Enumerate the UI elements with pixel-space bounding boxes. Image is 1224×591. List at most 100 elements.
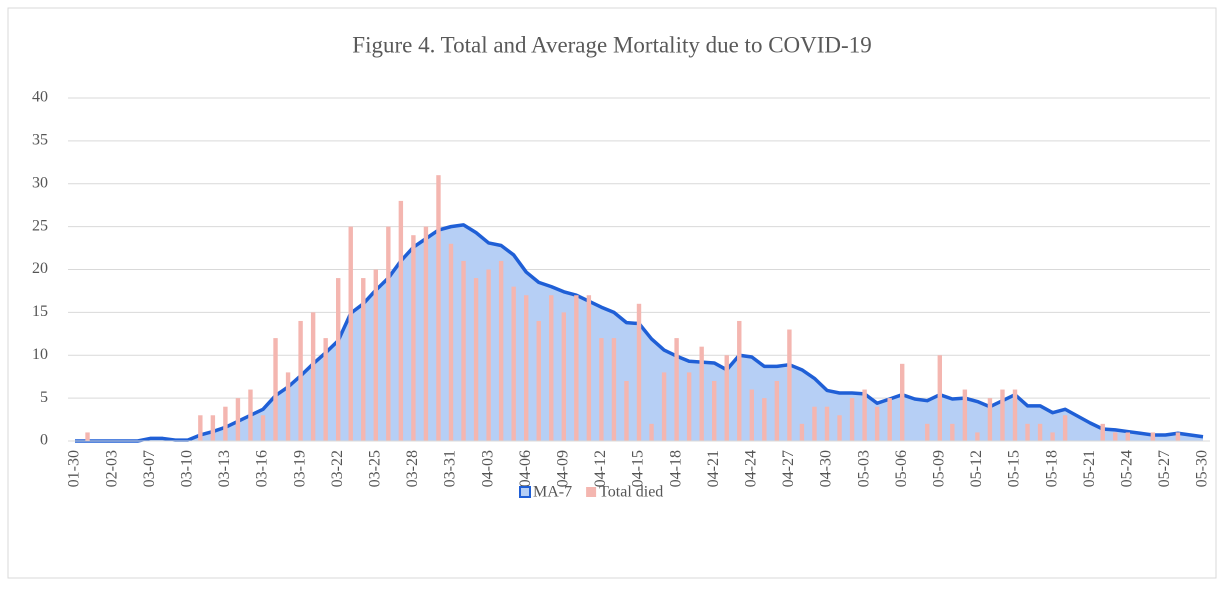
x-tick-label: 01-30 bbox=[66, 450, 83, 487]
x-tick-label: 03-22 bbox=[329, 450, 346, 487]
bar bbox=[1150, 432, 1156, 441]
x-tick-label: 03-13 bbox=[216, 450, 233, 487]
bar bbox=[310, 312, 316, 441]
bar bbox=[887, 398, 892, 441]
x-tick-label: 04-03 bbox=[479, 450, 496, 487]
x-tick-label: 05-15 bbox=[1006, 450, 1023, 487]
bar bbox=[749, 389, 754, 441]
bar bbox=[1125, 432, 1130, 441]
bar bbox=[862, 389, 867, 441]
legend-label: Total died bbox=[599, 484, 663, 501]
bar bbox=[549, 295, 554, 441]
x-tick-label: 03-16 bbox=[254, 450, 271, 487]
bar bbox=[649, 423, 654, 441]
bar bbox=[762, 398, 767, 441]
bar bbox=[1050, 432, 1055, 441]
legend-swatch bbox=[519, 486, 531, 498]
chart-border bbox=[7, 7, 1217, 579]
x-tick-label: 04-30 bbox=[818, 450, 835, 487]
x-tick-label: 04-06 bbox=[517, 450, 534, 487]
bar bbox=[900, 363, 905, 441]
bar bbox=[975, 432, 980, 441]
legend-swatch bbox=[586, 487, 597, 497]
bar bbox=[950, 423, 955, 441]
bar bbox=[1012, 389, 1018, 441]
bar bbox=[1000, 389, 1005, 441]
bar bbox=[248, 389, 253, 441]
bar bbox=[962, 389, 968, 441]
bar bbox=[235, 398, 241, 441]
bar bbox=[536, 320, 541, 441]
bar bbox=[223, 406, 228, 441]
legend: MA-7 Total died bbox=[519, 484, 663, 501]
x-tick-label: 05-09 bbox=[930, 450, 947, 487]
x-tick-label: 05-24 bbox=[1118, 450, 1135, 487]
bar bbox=[336, 278, 341, 441]
chart-title: Figure 4. Total and Average Mortality du… bbox=[352, 32, 871, 57]
bar bbox=[874, 406, 880, 441]
y-tick-label: 10 bbox=[32, 346, 48, 363]
bar bbox=[511, 286, 516, 441]
bar bbox=[1100, 423, 1105, 441]
bar bbox=[448, 243, 454, 441]
bar bbox=[724, 355, 729, 441]
x-tick-label: 05-12 bbox=[968, 450, 985, 487]
bar bbox=[925, 423, 930, 441]
bar bbox=[524, 295, 529, 441]
bar bbox=[323, 338, 328, 441]
axes: 0 5 10 15 20 25 30 35 40 01-30 02-03 03-07 03-10 03-1… bbox=[32, 89, 1211, 488]
x-tick-label: 04-24 bbox=[742, 450, 759, 487]
bar bbox=[386, 226, 391, 441]
x-tick-label: 03-31 bbox=[442, 450, 459, 487]
bar bbox=[1175, 432, 1181, 441]
bar bbox=[1037, 423, 1043, 441]
bar bbox=[712, 380, 717, 441]
bar bbox=[298, 320, 303, 441]
bar bbox=[674, 338, 679, 441]
y-tick-label: 5 bbox=[40, 389, 48, 406]
bar bbox=[260, 415, 266, 441]
bar bbox=[937, 355, 942, 441]
x-tick-label: 05-27 bbox=[1156, 450, 1173, 487]
bar bbox=[561, 312, 566, 441]
bar bbox=[611, 338, 617, 441]
marks bbox=[75, 175, 1204, 443]
y-tick-label: 15 bbox=[32, 303, 48, 320]
x-tick-label: 05-06 bbox=[893, 450, 910, 487]
x-tick-label: 03-07 bbox=[141, 450, 158, 487]
bar bbox=[774, 380, 780, 441]
x-tick-label: 04-21 bbox=[705, 450, 722, 487]
bar bbox=[586, 295, 592, 441]
x-tick-label: 05-03 bbox=[855, 450, 872, 487]
x-tick-label: 02-03 bbox=[103, 450, 120, 487]
bar bbox=[273, 338, 278, 441]
bar bbox=[210, 415, 216, 441]
bar bbox=[787, 329, 792, 441]
x-tick-label: 05-30 bbox=[1194, 450, 1211, 487]
bar bbox=[398, 200, 404, 441]
y-tick-label: 0 bbox=[40, 432, 48, 449]
bar bbox=[824, 406, 830, 441]
bar bbox=[461, 260, 466, 441]
x-tick-label: 03-25 bbox=[366, 450, 383, 487]
bar bbox=[1113, 432, 1118, 441]
bar bbox=[473, 278, 479, 441]
bar bbox=[373, 269, 378, 441]
bar bbox=[1025, 423, 1030, 441]
bar bbox=[498, 260, 504, 441]
bar bbox=[348, 226, 353, 441]
bar bbox=[987, 398, 993, 441]
bar bbox=[661, 372, 667, 441]
bar bbox=[361, 278, 366, 441]
legend-label: MA-7 bbox=[533, 484, 572, 501]
y-tick-label: 30 bbox=[32, 174, 48, 191]
x-tick-label: 04-18 bbox=[667, 450, 684, 487]
bar bbox=[85, 432, 90, 441]
x-tick-label: 05-21 bbox=[1081, 450, 1098, 487]
bar bbox=[699, 346, 704, 441]
x-tick-label: 04-15 bbox=[630, 450, 647, 487]
x-tick-label: 03-10 bbox=[178, 450, 195, 487]
bar bbox=[486, 269, 491, 441]
bar bbox=[849, 398, 855, 441]
bar bbox=[636, 303, 642, 441]
